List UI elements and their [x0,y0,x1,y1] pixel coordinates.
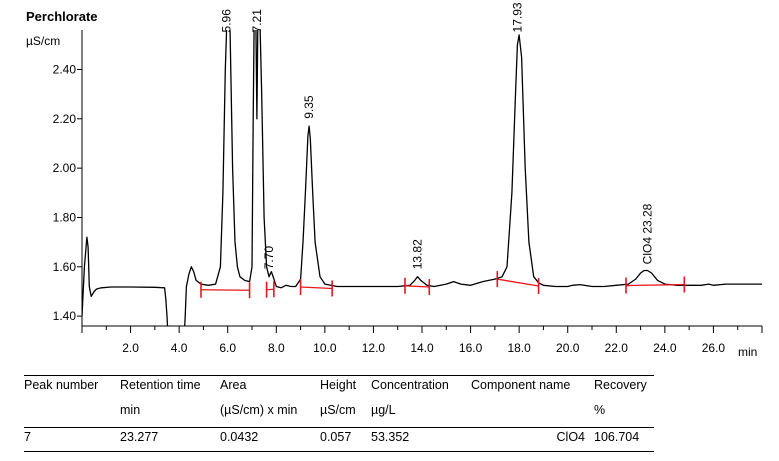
x-axis-label: min [738,345,757,359]
x-tick-label: 14.0 [410,341,434,355]
y-tick-label: 1.40 [53,309,77,323]
header-peak-number: Peak number [24,378,99,392]
integration-baseline [497,278,539,287]
x-tick-label: 20.0 [556,341,580,355]
x-tick-label: 2.0 [122,341,139,355]
peak-label: ClO4 23.28 [640,203,654,264]
y-axis-label: µS/cm [26,34,60,48]
unit-recovery: % [594,403,606,417]
y-tick-label: 2.20 [53,112,77,126]
integration-baseline [625,283,685,287]
peak-label: 7.70 [262,246,276,270]
y-tick-label: 2.40 [53,62,77,76]
table-top-rule [24,375,654,376]
peak-label: 7.21 [250,9,264,33]
x-tick-label: 26.0 [702,341,726,355]
cell-height: 0.057 [320,430,352,444]
chromatogram-chart: 1.40 1.60 1.80 2.00 2.20 2.40 µS/cm 2.0 4.0 6.0 8.… [26,2,763,359]
unit-area: (µS/cm) x min [220,403,298,417]
chromatogram-trace [82,30,762,326]
y-tick-label: 2.00 [53,161,77,175]
chart-title: Perchlorate [26,9,98,24]
header-concentration: Concentration [371,378,449,392]
x-tick-label: 8.0 [268,341,285,355]
x-tick-label: 24.0 [653,341,677,355]
header-retention-time: Retention time [120,378,201,392]
integration-baseline [300,286,333,290]
y-tick-label: 1.80 [53,210,77,224]
peak-label: 17.93 [510,2,524,32]
x-tick-label: 10.0 [313,341,337,355]
x-tick-label: 4.0 [171,341,188,355]
integration-baseline [404,285,430,288]
cell-recovery: 106.704 [594,430,640,444]
table-header-rule [24,427,654,428]
table-bottom-rule [24,451,654,452]
header-height: Height [320,378,357,392]
unit-height: µS/cm [320,403,356,417]
unit-concentration: µg/L [371,403,396,417]
cell-concentration: 53.352 [371,430,410,444]
x-tick-label: 16.0 [459,341,483,355]
x-tick-label: 18.0 [507,341,531,355]
header-area: Area [220,378,247,392]
y-tick-label: 1.60 [53,260,77,274]
cell-peak-number: 7 [24,430,31,444]
cell-component-name: ClO4 [556,430,585,444]
cell-retention-time: 23.277 [120,430,159,444]
peak-label: 9.35 [302,95,316,119]
cell-area: 0.0432 [220,430,259,444]
header-component-name: Component name [471,378,571,392]
peak-label: 5.96 [220,9,234,33]
peak-label: 13.82 [411,239,425,269]
unit-retention-time: min [120,403,141,417]
header-recovery: Recovery [594,378,647,392]
x-tick-label: 12.0 [362,341,386,355]
x-tick-label: 6.0 [219,341,236,355]
x-tick-label: 22.0 [605,341,629,355]
